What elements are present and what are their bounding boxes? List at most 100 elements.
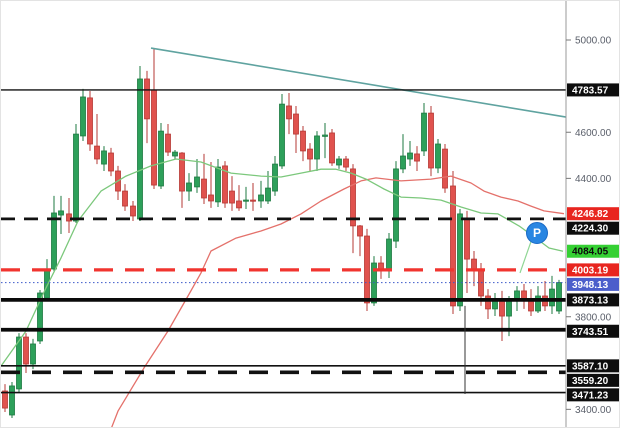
candle[interactable] <box>165 123 171 157</box>
pin-anchor-line <box>519 241 532 274</box>
candle[interactable] <box>158 123 164 189</box>
candle[interactable] <box>343 156 349 171</box>
descending-trendline[interactable] <box>150 47 567 118</box>
candle[interactable] <box>66 197 72 234</box>
candle[interactable] <box>528 289 534 317</box>
price-badge <box>567 293 619 307</box>
candle[interactable] <box>51 195 57 272</box>
candle[interactable] <box>272 156 278 196</box>
candle[interactable] <box>122 184 128 211</box>
ma-green-line <box>1 158 564 367</box>
candle[interactable] <box>2 384 8 412</box>
candle[interactable] <box>421 102 427 157</box>
candle[interactable] <box>286 93 292 135</box>
candle-body <box>265 187 271 202</box>
candle[interactable] <box>549 275 555 314</box>
pin-marker[interactable]: P <box>526 222 548 245</box>
candle[interactable] <box>151 48 157 189</box>
candle-body <box>343 158 349 168</box>
candle[interactable] <box>44 259 50 302</box>
candle[interactable] <box>357 224 363 257</box>
candle[interactable] <box>393 161 399 249</box>
candle[interactable] <box>336 156 342 169</box>
candle-body <box>179 152 185 192</box>
candle[interactable] <box>215 159 221 207</box>
trendline-layer <box>150 47 567 118</box>
candle[interactable] <box>250 182 256 211</box>
candle-body <box>80 96 86 137</box>
candle[interactable] <box>350 164 356 254</box>
candle[interactable] <box>464 210 470 293</box>
candle[interactable] <box>236 185 242 211</box>
candle-body <box>457 213 463 307</box>
candle[interactable] <box>329 129 335 166</box>
candle[interactable] <box>457 209 463 311</box>
candle[interactable] <box>442 144 448 193</box>
candle[interactable] <box>428 105 434 177</box>
candle-body <box>51 212 57 270</box>
candle[interactable] <box>364 228 370 311</box>
axis-price-label: 4400.00 <box>575 174 612 185</box>
candle[interactable] <box>9 382 15 418</box>
candle-body <box>329 132 335 164</box>
candle[interactable] <box>279 93 285 169</box>
candle-body <box>137 78 143 220</box>
candle[interactable] <box>314 131 320 171</box>
candle-body <box>506 300 512 317</box>
candle[interactable] <box>556 279 562 314</box>
price-badge-label: 4084.05 <box>572 247 609 258</box>
axis-price-label: 5000.00 <box>575 36 612 47</box>
candle[interactable] <box>293 105 299 154</box>
candle[interactable] <box>172 150 178 160</box>
candle[interactable] <box>258 180 264 208</box>
candle-body <box>549 288 555 307</box>
candle[interactable] <box>243 186 249 210</box>
candle[interactable] <box>130 200 136 222</box>
candle[interactable] <box>542 281 548 311</box>
candle[interactable] <box>378 256 384 279</box>
candle[interactable] <box>194 159 200 193</box>
candle[interactable] <box>16 333 22 393</box>
candle[interactable] <box>186 173 192 201</box>
candle[interactable] <box>58 195 64 234</box>
candle[interactable] <box>414 146 420 171</box>
price-badge <box>567 373 619 387</box>
candle[interactable] <box>229 176 235 211</box>
candle[interactable] <box>485 289 491 320</box>
candle[interactable] <box>73 123 79 223</box>
candle[interactable] <box>435 138 441 174</box>
candle[interactable] <box>307 143 313 171</box>
price-axis[interactable]: 5000.00 4783.57 4600.00 4400.00 4246.82 4224.… <box>565 1 620 428</box>
candle[interactable] <box>23 333 29 374</box>
price-badge-label: 3471.23 <box>572 390 609 401</box>
candle-body <box>186 182 192 192</box>
candle-body <box>528 300 534 312</box>
candle[interactable] <box>400 134 406 174</box>
candle[interactable] <box>300 126 306 162</box>
candle[interactable] <box>87 90 93 151</box>
candle[interactable] <box>108 147 114 177</box>
candle-body <box>87 97 93 145</box>
candle[interactable] <box>101 146 107 171</box>
candle[interactable] <box>80 88 86 142</box>
price-badge <box>567 388 619 402</box>
candle-body <box>250 199 256 202</box>
candle-body <box>556 282 562 312</box>
candle[interactable] <box>30 338 36 370</box>
candle-body <box>144 78 150 120</box>
candle[interactable] <box>179 152 185 208</box>
candle[interactable] <box>450 170 456 314</box>
candle[interactable] <box>521 284 527 309</box>
candle[interactable] <box>144 70 150 144</box>
candle[interactable] <box>94 114 100 165</box>
candle[interactable] <box>208 162 214 208</box>
candle[interactable] <box>115 165 121 201</box>
candle[interactable] <box>201 153 207 204</box>
candle[interactable] <box>322 123 328 159</box>
candle[interactable] <box>222 161 228 208</box>
candle[interactable] <box>407 141 413 166</box>
price-badge-label: 3559.20 <box>572 376 609 387</box>
candle[interactable] <box>492 292 498 317</box>
candle-body <box>414 153 420 162</box>
